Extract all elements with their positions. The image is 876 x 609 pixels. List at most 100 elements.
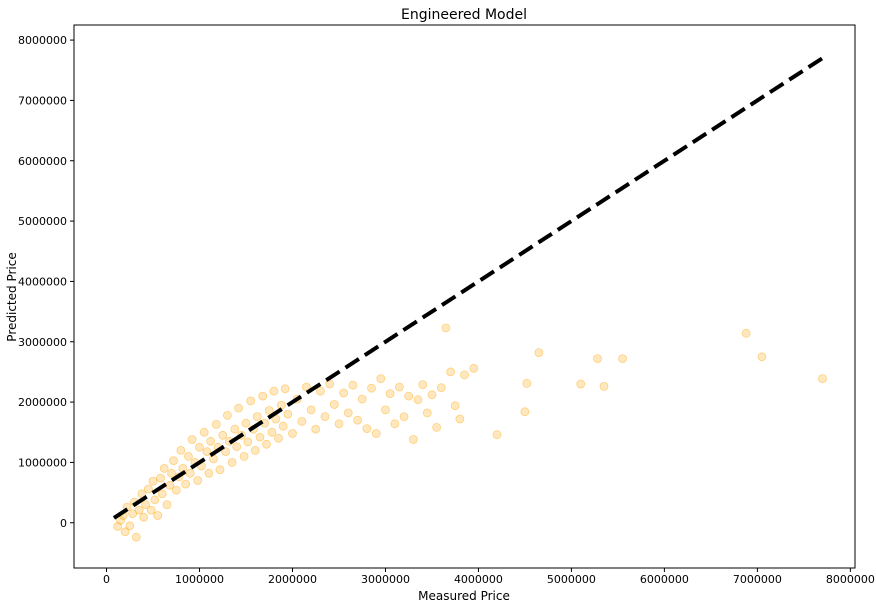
data-point: [162, 500, 172, 510]
data-point: [252, 412, 262, 422]
y-tick-label: 3000000: [18, 336, 67, 349]
data-point: [469, 363, 479, 373]
data-point: [329, 400, 339, 409]
data-point: [209, 454, 218, 464]
data-point: [241, 418, 251, 428]
data-point: [297, 416, 307, 426]
data-point: [757, 352, 767, 362]
data-point: [141, 500, 151, 510]
data-point: [255, 432, 265, 442]
points-layer: [113, 323, 827, 542]
data-point: [185, 468, 195, 478]
data-point: [125, 521, 135, 531]
data-point: [199, 427, 209, 437]
data-point: [262, 439, 271, 449]
data-point: [267, 427, 277, 437]
data-point: [334, 419, 344, 429]
y-tick-label: 7000000: [18, 94, 67, 107]
data-point: [153, 511, 163, 520]
data-point: [522, 378, 532, 388]
y-tick-label: 4000000: [18, 275, 67, 288]
data-point: [362, 424, 372, 434]
plot-frame: [73, 24, 856, 569]
data-point: [450, 401, 460, 411]
data-point: [353, 415, 363, 425]
data-point: [455, 414, 465, 424]
data-point: [394, 382, 404, 392]
data-point: [520, 407, 530, 417]
data-point: [367, 383, 376, 393]
y-tick-label: 5000000: [18, 215, 67, 228]
data-point: [157, 489, 167, 499]
data-point: [150, 495, 160, 505]
data-point: [181, 479, 191, 489]
data-point: [593, 354, 602, 364]
data-point: [339, 388, 349, 398]
data-point: [120, 527, 130, 537]
y-axis-title: Predicted Price: [5, 252, 19, 341]
data-point: [250, 445, 260, 455]
data-point: [492, 430, 502, 440]
data-point: [131, 532, 141, 542]
data-point: [211, 419, 221, 429]
data-point: [371, 429, 381, 438]
data-point: [169, 456, 178, 466]
data-point: [193, 476, 203, 485]
y-tick-label: 0: [60, 517, 67, 530]
axes-layer: 0 1000000 2000000 3000000 4000000 5000000 6000…: [18, 24, 875, 586]
data-point: [399, 412, 409, 422]
reference-line: [112, 56, 824, 520]
data-point: [418, 380, 428, 390]
data-point: [202, 447, 212, 457]
data-point: [446, 367, 456, 377]
data-point: [146, 505, 156, 515]
data-point: [436, 383, 446, 393]
data-point: [306, 405, 316, 415]
x-tick-label: 8000000: [826, 573, 875, 586]
data-point: [280, 384, 290, 394]
data-point: [195, 442, 204, 452]
data-point: [385, 389, 395, 399]
data-point: [404, 391, 414, 401]
data-point: [221, 447, 231, 457]
data-point: [390, 419, 400, 429]
data-point: [818, 374, 827, 384]
data-point: [276, 400, 286, 410]
data-point: [222, 410, 232, 420]
data-point: [274, 433, 283, 443]
data-point: [618, 354, 627, 364]
x-axis-title: Measured Price: [418, 589, 510, 603]
data-point: [376, 374, 386, 384]
data-point: [576, 379, 586, 389]
data-point: [413, 395, 423, 405]
y-tick-label: 2000000: [18, 396, 67, 409]
data-point: [159, 463, 169, 473]
data-point: [171, 485, 181, 495]
data-point: [183, 451, 193, 461]
data-point: [239, 451, 249, 461]
data-point: [227, 457, 237, 467]
data-point: [432, 422, 442, 432]
data-point: [599, 381, 609, 391]
data-point: [113, 522, 123, 531]
data-point: [269, 386, 279, 396]
data-point: [232, 442, 242, 452]
data-point: [218, 430, 228, 440]
data-point: [246, 396, 256, 406]
data-point: [243, 437, 253, 447]
data-point: [206, 436, 216, 446]
data-point: [343, 408, 353, 418]
data-point: [258, 391, 268, 401]
y-tick-label: 6000000: [18, 155, 67, 168]
chart-title: Engineered Model: [401, 7, 527, 23]
x-tick-label: 6000000: [640, 573, 689, 586]
x-tick-label: 0: [103, 573, 110, 586]
x-tick-label: 4000000: [454, 573, 503, 586]
data-point: [116, 515, 125, 525]
data-point: [215, 465, 225, 475]
data-point: [230, 424, 240, 434]
data-point: [139, 512, 149, 522]
x-tick-label: 1000000: [175, 573, 224, 586]
data-point: [128, 509, 138, 519]
